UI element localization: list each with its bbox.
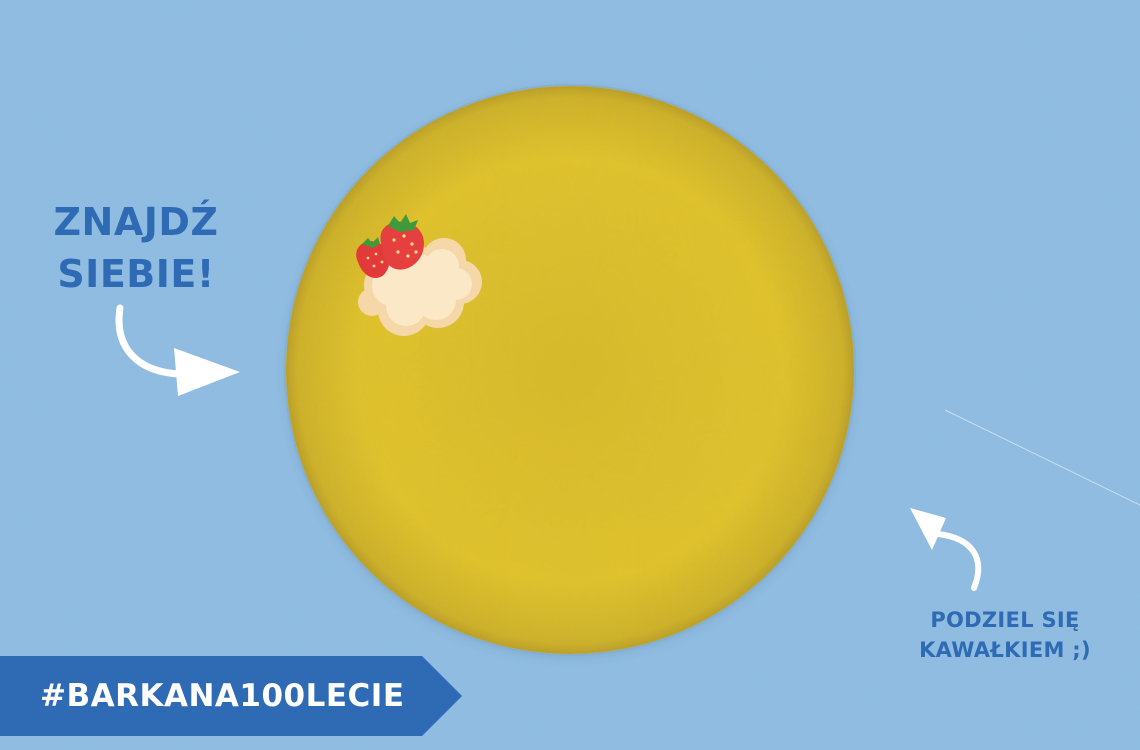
strawberry-front	[380, 214, 424, 270]
hashtag-text: #BARKANA100LECIE	[40, 678, 405, 714]
share-label-line1: PODZIEL SIĘ	[930, 608, 1080, 632]
strawberry-back	[356, 237, 390, 278]
strawberry-cream-icon[interactable]	[348, 210, 488, 345]
curved-arrow-up-left-icon	[910, 508, 982, 591]
yellow-plate[interactable]	[286, 86, 854, 654]
share-a-piece-label: PODZIEL SIĘ KAWAŁKIEM ;)	[890, 605, 1120, 665]
cream-cloud	[358, 238, 482, 336]
share-label-line2: KAWAŁKIEM ;)	[919, 638, 1091, 662]
find-label-line1: ZNAJDŹ	[53, 200, 219, 244]
find-yourself-label: ZNAJDŹ SIEBIE!	[30, 196, 242, 300]
banner-shape	[0, 656, 462, 736]
curved-arrow-right-icon	[115, 304, 240, 396]
hashtag-banner[interactable]: #BARKANA100LECIE	[0, 656, 462, 736]
find-label-line2: SIEBIE!	[57, 252, 215, 296]
